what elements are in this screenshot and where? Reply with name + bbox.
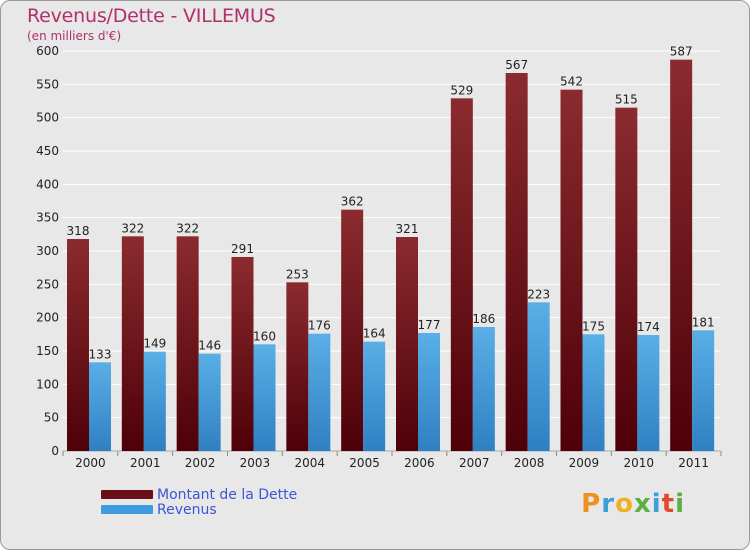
x-tick-label: 2009 — [569, 456, 600, 470]
x-tick-label: 2000 — [75, 456, 106, 470]
bar-debt — [560, 89, 583, 452]
bar-revenus — [637, 335, 660, 451]
y-tick-label: 200 — [36, 311, 59, 325]
bar-debt — [505, 73, 528, 451]
bar-revenus — [89, 362, 111, 451]
data-label-debt: 253 — [286, 267, 309, 281]
data-label-revenus: 164 — [363, 327, 386, 341]
bar-revenus — [198, 353, 221, 451]
x-tick-label: 2003 — [240, 456, 271, 470]
proxiti-logo: Proxiti — [581, 489, 685, 519]
bar-revenus — [582, 334, 605, 451]
y-tick-label: 50 — [44, 411, 59, 425]
bar-revenus — [472, 327, 495, 451]
data-label-debt: 529 — [450, 83, 473, 97]
bar-debt — [670, 59, 693, 452]
y-tick-label: 500 — [36, 111, 59, 125]
data-label-revenus: 181 — [692, 315, 715, 329]
data-label-revenus: 146 — [198, 339, 221, 353]
y-tick-label: 0 — [51, 444, 59, 458]
data-label-revenus: 174 — [637, 320, 660, 334]
y-tick-label: 100 — [36, 377, 59, 391]
data-label-revenus: 175 — [582, 319, 605, 333]
chart-subtitle: (en milliers d'€) — [27, 29, 122, 43]
x-tick-label: 2008 — [514, 456, 545, 470]
data-label-revenus: 186 — [472, 312, 495, 326]
legend-item-debt: Montant de la Dette — [101, 486, 298, 503]
data-label-debt: 362 — [341, 195, 364, 209]
data-label-debt: 321 — [396, 222, 419, 236]
data-label-revenus: 223 — [527, 287, 550, 301]
data-label-revenus: 133 — [89, 347, 112, 361]
x-tick-label: 2006 — [404, 456, 435, 470]
bar-debt — [341, 209, 364, 451]
x-tick-label: 2001 — [130, 456, 161, 470]
x-tick-label: 2004 — [294, 456, 325, 470]
bar-revenus — [253, 344, 276, 451]
bar-revenus — [527, 302, 550, 451]
y-tick-label: 450 — [36, 144, 59, 158]
y-tick-label: 350 — [36, 211, 59, 225]
data-label-debt: 322 — [121, 221, 144, 235]
legend-swatch-debt — [101, 490, 153, 499]
legend-item-revenus: Revenus — [101, 501, 297, 518]
legend-label-revenus: Revenus — [157, 501, 217, 518]
bar-revenus — [363, 341, 386, 451]
bar-debt — [615, 107, 638, 452]
legend-swatch-revenus — [101, 505, 153, 514]
data-label-debt: 515 — [615, 93, 638, 107]
data-label-revenus: 176 — [308, 319, 331, 333]
legend-label-debt: Montant de la Dette — [157, 486, 298, 503]
y-tick-label: 550 — [36, 77, 59, 91]
y-tick-label: 400 — [36, 177, 59, 191]
data-label-debt: 587 — [670, 45, 693, 59]
bar-debt — [176, 236, 199, 451]
x-tick-label: 2010 — [623, 456, 654, 470]
y-tick-label: 300 — [36, 244, 59, 258]
chart-legend: Montant de la Dette Revenus — [101, 486, 298, 518]
bar-debt — [231, 257, 254, 451]
data-label-revenus: 177 — [418, 318, 441, 332]
chart-title: Revenus/Dette - VILLEMUS — [27, 5, 276, 27]
data-label-debt: 322 — [176, 221, 199, 235]
y-tick-label: 150 — [36, 344, 59, 358]
bar-debt — [121, 236, 144, 451]
data-label-debt: 542 — [560, 75, 583, 89]
x-tick-label: 2011 — [678, 456, 709, 470]
bar-debt — [286, 282, 309, 451]
data-label-debt: 291 — [231, 242, 254, 256]
bar-debt — [450, 98, 473, 451]
bar-debt — [67, 239, 89, 451]
x-tick-label: 2002 — [185, 456, 216, 470]
bar-debt — [396, 237, 418, 451]
data-label-debt: 567 — [505, 58, 528, 72]
x-tick-label: 2005 — [349, 456, 380, 470]
data-label-revenus: 149 — [143, 337, 166, 351]
bar-revenus — [143, 351, 166, 451]
data-label-revenus: 160 — [253, 329, 276, 343]
y-tick-label: 600 — [36, 44, 59, 58]
bar-revenus — [418, 333, 440, 451]
data-label-debt: 318 — [67, 224, 90, 238]
y-tick-label: 250 — [36, 277, 59, 291]
x-tick-label: 2007 — [459, 456, 490, 470]
bar-revenus — [308, 333, 331, 451]
bar-revenus — [692, 330, 715, 451]
